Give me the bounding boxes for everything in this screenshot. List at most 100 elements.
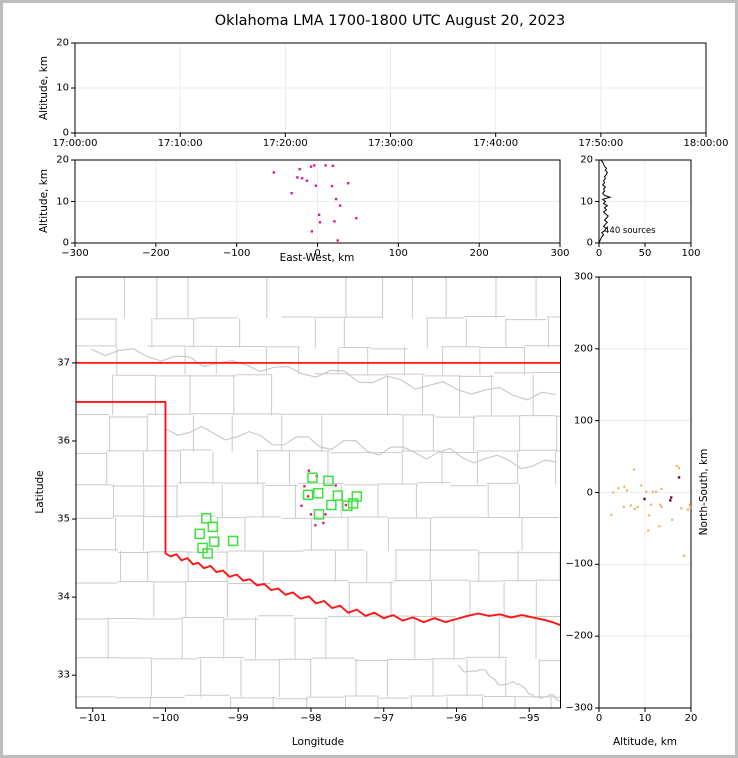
lma-station-marker xyxy=(347,498,359,509)
lma-source-point xyxy=(300,177,304,180)
tick-label: 100 xyxy=(573,415,593,427)
tick-label: 37 xyxy=(57,357,70,369)
time-height-frame xyxy=(74,42,707,134)
tick-label: 0 xyxy=(595,713,603,724)
lma-source-point xyxy=(344,503,348,507)
tick-label: 50 xyxy=(638,248,652,259)
lma-source-point xyxy=(625,489,629,492)
lma-source-point xyxy=(300,504,303,507)
lma-source-point xyxy=(322,521,325,525)
lma-source-point xyxy=(305,179,309,182)
tick-label: −200 xyxy=(142,248,170,259)
lma-source-point xyxy=(651,490,654,493)
lma-source-point xyxy=(649,503,653,506)
lma-station-marker xyxy=(208,536,220,547)
tick-label: −96 xyxy=(445,713,468,724)
lma-source-point xyxy=(660,487,663,491)
tick-label: 10 xyxy=(580,196,593,207)
ns-height-sources xyxy=(610,464,692,557)
tick-label: 0 xyxy=(62,127,69,139)
altitude-histogram-line xyxy=(598,159,612,244)
lma-source-point xyxy=(660,505,663,508)
plot-surface xyxy=(71,42,707,712)
lma-station-marker xyxy=(207,521,219,533)
lma-station-marker xyxy=(194,528,205,540)
lma-source-point xyxy=(610,513,613,516)
lma-source-point xyxy=(355,216,358,220)
tick-label: 200 xyxy=(469,248,489,259)
alt-histogram-gridlines xyxy=(599,160,691,243)
tick-label: 17:10:00 xyxy=(157,138,203,149)
tick-label: 17:40:00 xyxy=(473,138,519,149)
tick-label: −97 xyxy=(373,713,395,724)
lma-source-point xyxy=(640,484,643,487)
tick-label: 200 xyxy=(573,343,593,355)
time-panel-ylabel: Altitude, km xyxy=(38,55,50,121)
lma-source-point xyxy=(307,469,310,472)
tick-label: 36 xyxy=(57,435,70,447)
tick-label: 100 xyxy=(681,248,701,259)
time-height-ticks xyxy=(71,42,707,137)
lma-source-point-dense xyxy=(643,497,646,501)
lma-station-marker xyxy=(342,500,353,512)
tick-label: 20 xyxy=(56,154,69,166)
lma-source-point xyxy=(290,192,293,195)
tick-label: 18:00:00 xyxy=(683,138,729,149)
lma-source-point xyxy=(680,507,683,510)
lma-source-point xyxy=(633,507,636,511)
tick-label: 0 xyxy=(62,237,69,249)
lma-source-point xyxy=(347,182,350,185)
alt-histogram-ticks xyxy=(595,159,692,247)
lma-station-marker xyxy=(313,509,325,520)
lma-source-point xyxy=(636,505,639,508)
tick-label: 0 xyxy=(586,487,593,498)
tick-label: 20 xyxy=(580,154,593,166)
lma-station-marker xyxy=(351,491,363,502)
lma-station-marker xyxy=(302,489,314,501)
figure-title: Oklahoma LMA 1700-1800 UTC August 20, 20… xyxy=(214,13,566,29)
ew-height-ticks xyxy=(71,159,561,247)
time-height-gridlines xyxy=(75,43,706,133)
tick-label: 10 xyxy=(56,82,69,94)
lma-source-point xyxy=(683,554,686,557)
lma-source-point xyxy=(677,466,681,470)
lma-source-point-dense xyxy=(669,499,672,502)
tick-label: 34 xyxy=(57,591,70,603)
lma-source-point xyxy=(648,514,651,517)
ew-panel-xlabel: East-West, km xyxy=(279,252,355,264)
tick-label: 17:00:00 xyxy=(52,138,98,149)
lma-source-point xyxy=(333,220,336,223)
lma-source-point xyxy=(314,524,317,527)
tick-label: 17:20:00 xyxy=(262,138,308,149)
lma-station-marker xyxy=(200,513,212,524)
tick-label: −100 xyxy=(151,713,180,724)
tick-label: 0 xyxy=(586,237,593,249)
lma-source-point xyxy=(338,204,342,207)
state-border-path xyxy=(76,400,561,627)
tick-label: −101 xyxy=(78,713,107,724)
lma-source-point xyxy=(310,230,314,233)
lma-source-point xyxy=(617,487,620,490)
tick-label: −100 xyxy=(222,248,251,259)
lma-station-marker xyxy=(326,499,337,511)
tick-label: 0 xyxy=(314,248,321,259)
tick-label: −200 xyxy=(565,630,593,642)
lma-source-point xyxy=(272,171,276,174)
tick-label: 20 xyxy=(56,37,69,49)
tick-label: −98 xyxy=(300,713,322,724)
lma-source-point xyxy=(622,505,625,508)
lma-source-point xyxy=(675,464,678,468)
lma-source-point xyxy=(298,167,301,171)
lma-source-point xyxy=(671,518,674,521)
tick-label: −99 xyxy=(227,713,249,724)
lma-source-point xyxy=(629,504,632,507)
county-boundaries xyxy=(76,277,561,708)
lma-source-point xyxy=(296,176,299,179)
map-xlabel: Longitude xyxy=(291,736,345,748)
lma-source-point xyxy=(654,490,658,493)
lma-source-point xyxy=(688,506,692,509)
alt-histogram-frame xyxy=(598,159,692,244)
ns-panel-ylabel: North-South, km xyxy=(698,448,710,536)
lma-source-point xyxy=(306,495,310,498)
